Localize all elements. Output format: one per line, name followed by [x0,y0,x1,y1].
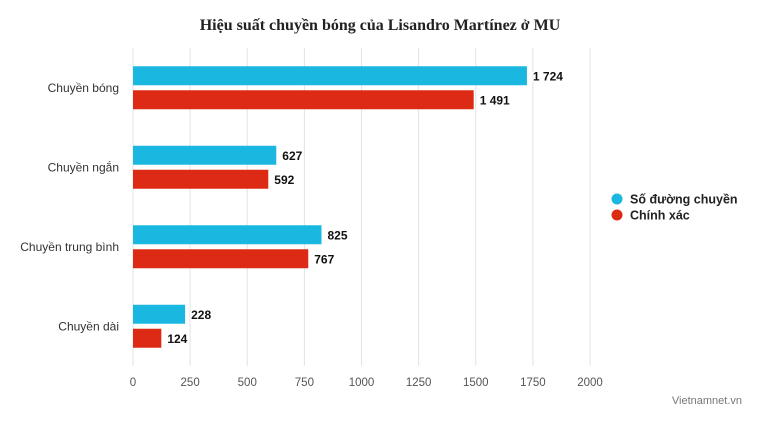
bar-passes [133,145,277,165]
x-tick-label: 750 [295,377,314,389]
labels: 0 250 500 750 1000 1250 1500 1750 2000 Chuyền bón… [20,68,603,389]
bar-accurate [133,328,162,348]
data-label: 627 [282,149,302,163]
legend-label: Chính xác [630,209,690,223]
x-tick-label: 250 [181,377,200,389]
data-label: 1 491 [480,93,510,107]
category-label: Chuyền dài [58,319,119,333]
x-tick-label: 1000 [349,377,375,389]
x-tick-label: 500 [238,377,257,389]
data-label: 767 [314,252,334,266]
bars [133,66,527,348]
data-label: 592 [274,173,294,187]
x-tick-label: 1750 [520,377,546,389]
legend-marker [611,193,623,205]
category-label: Chuyền trung bình [20,240,119,254]
source-credit: Vietnamnet.vn [672,395,742,407]
chart-title: Hiệu suất chuyền bóng của Lisandro Martí… [200,17,561,34]
x-tick-label: 2000 [577,377,603,389]
x-tick-label: 1250 [406,377,432,389]
bar-passes [133,304,186,324]
bar-accurate [133,169,269,189]
data-label: 228 [191,308,211,322]
legend: Số đường chuyền Chính xác [611,193,738,223]
data-label: 124 [167,332,187,346]
category-label: Chuyền bóng [48,81,119,95]
bar-accurate [133,249,309,269]
category-label: Chuyền ngắn [48,159,119,174]
bar-passes [133,66,527,86]
legend-label: Số đường chuyền [630,193,738,207]
x-tick-label: 0 [130,377,136,389]
legend-marker [611,209,623,221]
bar-accurate [133,90,474,110]
data-label: 825 [328,228,348,242]
data-label: 1 724 [533,69,563,83]
bar-passes [133,225,322,245]
x-tick-label: 1500 [463,377,489,389]
